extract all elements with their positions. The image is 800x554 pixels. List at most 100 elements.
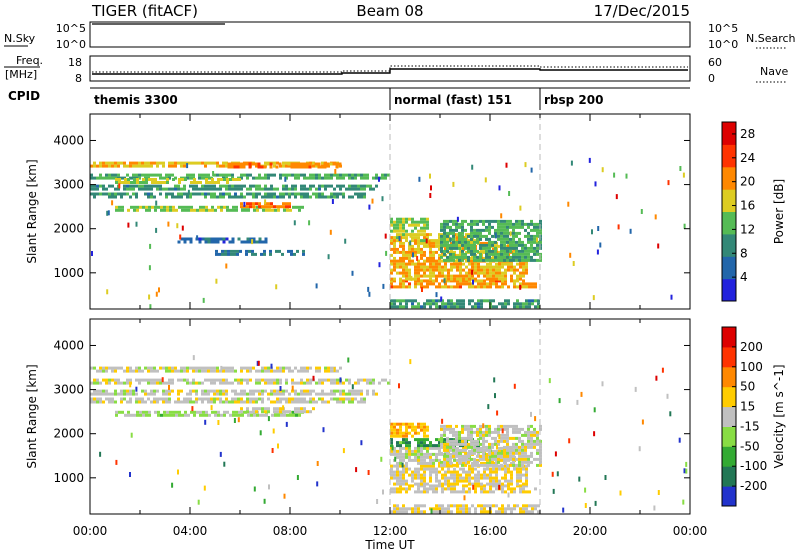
data-cell (324, 187, 327, 191)
data-cell (506, 454, 509, 458)
data-cell (249, 369, 252, 373)
data-cell (516, 479, 519, 483)
data-cell (312, 400, 315, 404)
data-cell (509, 246, 512, 250)
data-cell (123, 184, 126, 188)
data-cell (187, 205, 190, 209)
data-cell (405, 487, 408, 491)
data-cell (192, 173, 195, 177)
data-cell (393, 220, 396, 224)
data-cell (249, 205, 252, 209)
data-cell (467, 433, 470, 437)
data-cell (243, 400, 246, 404)
data-cell (180, 366, 183, 370)
data-cell (522, 268, 525, 272)
data-cell (453, 277, 456, 281)
data-cell (477, 299, 480, 303)
data-cell (513, 467, 516, 471)
echo-point (115, 459, 118, 465)
data-cell (141, 389, 144, 393)
data-cell (429, 244, 432, 248)
data-cell (214, 413, 217, 417)
data-cell (500, 228, 503, 232)
data-cell (357, 195, 360, 199)
data-cell (539, 454, 542, 458)
data-cell (289, 208, 292, 212)
data-cell (282, 397, 285, 401)
data-cell (522, 510, 525, 514)
data-cell (497, 222, 500, 226)
data-cell (411, 510, 414, 514)
data-cell (285, 173, 288, 177)
data-cell (90, 164, 93, 168)
data-cell (488, 430, 491, 434)
data-cell (229, 208, 232, 212)
data-cell (186, 195, 189, 199)
data-cell (459, 250, 462, 254)
data-cell (482, 243, 485, 247)
colorbar-tick-label: -50 (740, 439, 760, 453)
data-cell (423, 239, 426, 243)
data-cell (455, 222, 458, 226)
data-cell (429, 256, 432, 260)
echo-point (685, 461, 688, 467)
data-cell (515, 255, 518, 259)
data-cell (509, 448, 512, 452)
data-cell (483, 241, 486, 245)
data-cell (411, 428, 414, 432)
data-cell (168, 397, 171, 401)
data-cell (90, 184, 93, 188)
data-cell (432, 271, 435, 275)
data-cell (338, 162, 342, 166)
data-cell (399, 452, 402, 456)
data-cell (420, 455, 423, 459)
data-cell (414, 299, 417, 303)
colorbar-tick-label: 16 (740, 199, 755, 213)
data-cell (249, 240, 253, 244)
data-cell (435, 446, 438, 450)
data-cell (399, 431, 402, 435)
data-cell (357, 192, 360, 196)
echo-point (148, 265, 151, 271)
data-cell (516, 268, 519, 272)
data-cell (330, 381, 333, 385)
data-cell (282, 369, 285, 373)
data-cell (144, 378, 147, 382)
data-cell (536, 222, 539, 226)
data-cell (411, 220, 414, 224)
data-cell (210, 366, 213, 370)
data-cell (354, 184, 357, 188)
data-cell (184, 208, 187, 212)
data-cell (516, 277, 519, 281)
data-cell (288, 366, 291, 370)
data-cell (330, 173, 333, 177)
data-cell (462, 461, 465, 465)
data-cell (390, 285, 393, 289)
nave-label: Nave (760, 65, 788, 78)
data-cell (345, 397, 348, 401)
data-cell (452, 454, 455, 458)
data-cell (488, 442, 491, 446)
data-cell (432, 253, 435, 257)
data-cell (156, 369, 159, 373)
data-cell (393, 236, 396, 240)
data-cell (199, 181, 202, 184)
data-cell (357, 184, 360, 188)
data-cell (251, 252, 254, 256)
data-cell (504, 464, 507, 468)
data-cell (453, 262, 456, 266)
data-cell (165, 397, 168, 401)
data-cell (225, 187, 228, 191)
data-cell (479, 430, 482, 434)
data-cell (528, 299, 531, 303)
data-cell (267, 381, 270, 385)
data-cell (450, 464, 453, 468)
data-cell (488, 246, 491, 250)
data-cell (333, 173, 336, 177)
data-cell (390, 305, 393, 309)
data-cell (491, 460, 494, 464)
data-cell (449, 219, 452, 223)
data-cell (438, 299, 441, 303)
data-cell (432, 256, 435, 260)
data-cell (513, 487, 516, 491)
